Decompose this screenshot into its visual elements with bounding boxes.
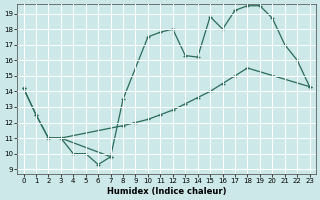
X-axis label: Humidex (Indice chaleur): Humidex (Indice chaleur) bbox=[107, 187, 226, 196]
